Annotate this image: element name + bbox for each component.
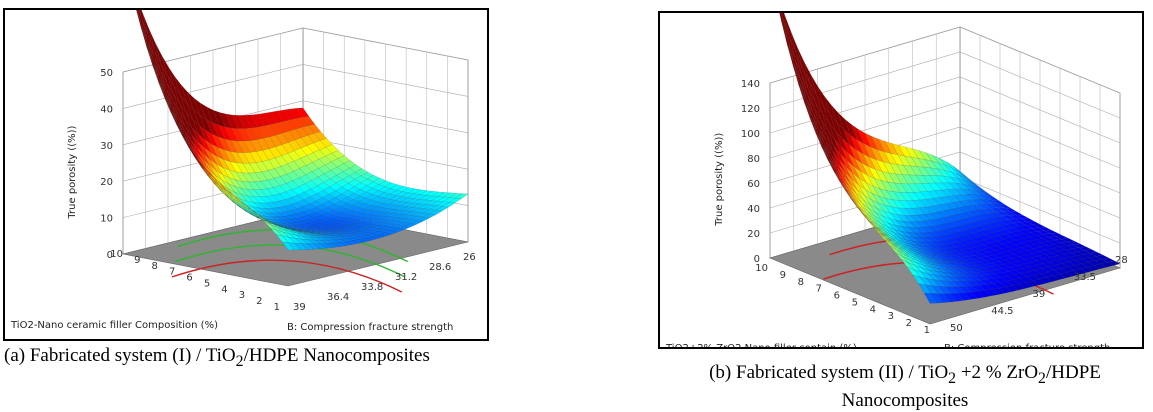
caption-a: (a) Fabricated system (I) / TiO2/HDPE Na… <box>4 345 430 370</box>
surface-plot-b: 140 120 100 80 60 40 20 0 True porosity ((%)) 10 9… <box>665 13 1128 347</box>
x-tick-label: 2 <box>256 296 262 307</box>
y-tick-label: 31.2 <box>395 272 417 283</box>
z-tick-label: 140 <box>741 79 760 90</box>
z-tick-label: 20 <box>747 229 760 240</box>
x-tick-label: 5 <box>204 278 210 289</box>
grid-line <box>769 51 1121 119</box>
x-tick-label: 6 <box>186 273 192 284</box>
z-tick-label: 100 <box>741 129 760 140</box>
x-tick-label: 10 <box>755 263 768 274</box>
x-tick-label: 4 <box>870 304 876 315</box>
y-tick-label: 39 <box>293 302 306 313</box>
z-tick-label: 0 <box>107 250 113 261</box>
response-surface <box>779 13 1121 304</box>
x-tick-label: 7 <box>169 267 175 278</box>
z-tick-label: 10 <box>100 214 113 225</box>
x-tick-label: 6 <box>834 291 840 302</box>
contour-line <box>171 259 403 293</box>
x-tick-label: 9 <box>780 270 786 281</box>
caption-b: (b) Fabricated system (II) / TiO2 +2 % Z… <box>709 362 1101 411</box>
z-tick-label: 30 <box>100 141 113 152</box>
x-axis-title: TiO2+2% ZrO2 Nano filler contain (%) <box>665 343 857 347</box>
y-tick-label: 28.6 <box>429 262 451 273</box>
x-tick-label: 10 <box>110 249 123 260</box>
y-axis-title: B: Compression fracture strength <box>287 322 453 333</box>
grid-line <box>769 151 1121 219</box>
grid-line <box>769 26 1121 94</box>
x-tick-label: 1 <box>924 325 930 336</box>
surface-cell <box>455 193 469 199</box>
response-surface <box>136 10 469 251</box>
chart-panel-a: 50 40 30 20 10 0 True porosity ((%)) 10 9 8 7 6 5 4 3 2… <box>3 8 489 341</box>
z-tick-label: 120 <box>741 104 760 115</box>
grid-line <box>122 27 469 73</box>
x-tick-label: 7 <box>816 284 822 295</box>
x-tick-label: 9 <box>134 255 140 266</box>
z-tick-label: 80 <box>747 154 760 165</box>
x-tick-label: 1 <box>274 302 280 313</box>
y-tick-label: 33.8 <box>361 282 383 293</box>
z-tick-label: 40 <box>747 204 760 215</box>
y-tick-label: 39 <box>1033 289 1046 300</box>
y-tick-label: 33.5 <box>1074 272 1096 283</box>
x-tick-label: 8 <box>798 277 804 288</box>
z-tick-label: 40 <box>100 104 113 115</box>
x-tick-label: 8 <box>152 261 158 272</box>
y-tick-label: 26 <box>463 252 476 263</box>
y-tick-label: 44.5 <box>991 306 1013 317</box>
y-tick-label: 28 <box>1115 255 1128 266</box>
z-axis-title: True porosity ((%)) <box>67 126 78 220</box>
y-tick-label: 50 <box>950 323 963 334</box>
y-axis-title: B: Compression fracture strength <box>944 343 1110 347</box>
z-tick-label: 50 <box>100 68 113 79</box>
z-tick-label: 0 <box>754 254 760 265</box>
z-axis-title: True porosity ((%)) <box>714 133 725 227</box>
z-tick-label: 20 <box>100 177 113 188</box>
y-tick-label: 36.4 <box>327 292 349 303</box>
x-tick-label: 2 <box>906 318 912 329</box>
surface-cell <box>1107 260 1121 266</box>
x-tick-label: 4 <box>221 284 227 295</box>
x-tick-label: 5 <box>852 297 858 308</box>
chart-panel-b: 140 120 100 80 60 40 20 0 True porosity ((%)) 10 9… <box>658 11 1144 349</box>
x-tick-label: 3 <box>888 311 894 322</box>
z-tick-label: 60 <box>747 179 760 190</box>
x-tick-label: 3 <box>239 290 245 301</box>
x-axis-title: TiO2-Nano ceramic filler Composition (%) <box>10 320 218 331</box>
